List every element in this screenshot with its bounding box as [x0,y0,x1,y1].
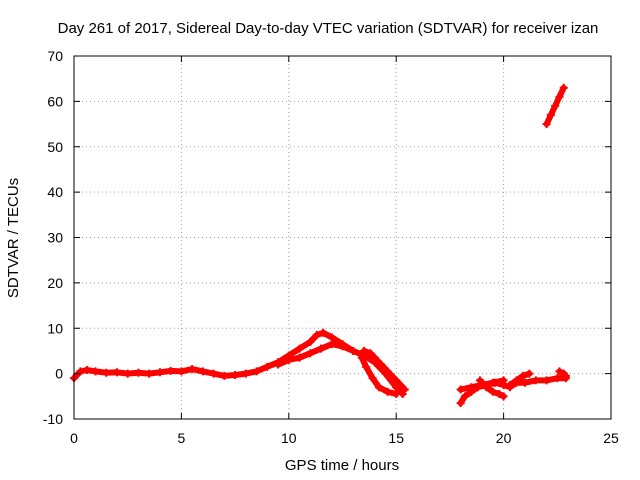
data-point [553,374,562,383]
data-point [263,362,272,371]
data-point [518,371,527,380]
grid [74,56,611,419]
data-point [327,333,336,342]
y-tick-label: 0 [55,366,63,382]
data-point [91,367,100,376]
data-point [220,371,229,380]
data-series-sdtvar [70,83,570,408]
data-point [231,370,240,379]
data-point [241,369,250,378]
data-point [123,369,132,378]
data-point [306,337,315,346]
data-point [546,110,555,119]
y-tick-labels: -10 0 10 20 30 40 50 60 70 [43,48,63,427]
data-point [112,368,121,377]
data-point [392,376,401,385]
data-point [145,369,154,378]
y-tick-label: 10 [47,320,63,336]
data-point [295,353,304,362]
y-tick-label: 70 [47,48,63,64]
data-point [166,366,175,375]
chart-title: Day 261 of 2017, Sidereal Day-to-day VTE… [58,20,599,37]
y-tick-label: 20 [47,275,63,291]
data-point [295,344,304,353]
data-point [499,376,508,385]
data-point [400,385,409,394]
data-point [499,392,508,401]
data-point [327,340,336,349]
x-tick-labels: 0 5 10 15 20 25 [70,430,619,446]
data-point [542,120,551,129]
data-point [555,367,564,376]
data-point [375,383,384,392]
data-point [559,83,568,92]
data-point [76,367,85,376]
data-point [456,399,465,408]
data-point [359,346,368,355]
x-tick-label: 10 [281,430,297,446]
data-point [370,353,379,362]
data-point [521,378,530,387]
data-point [531,376,540,385]
data-point [392,390,401,399]
data-point [525,369,534,378]
data-point [319,328,328,337]
data-point [510,378,519,387]
data-point [542,376,551,385]
x-tick-label: 15 [388,430,404,446]
data-point [488,387,497,396]
data-point [209,369,218,378]
x-axis-label: GPS time / hours [285,457,399,474]
y-tick-label: 60 [47,93,63,109]
data-point [102,368,111,377]
data-point [188,365,197,374]
data-point [377,360,386,369]
data-point [362,362,371,371]
data-point [366,349,375,358]
data-segment-0 [71,329,406,397]
x-tick-label: 0 [70,430,78,446]
data-point [475,376,484,385]
data-point [284,356,293,365]
data-point [467,383,476,392]
x-tick-label: 25 [603,430,619,446]
data-point [368,374,377,383]
data-point [317,344,326,353]
x-tick-label: 20 [496,430,512,446]
data-point [460,392,469,401]
data-point [555,92,564,101]
data-point [495,390,504,399]
data-point [306,349,315,358]
x-tick-label: 5 [178,430,186,446]
data-point [312,331,321,340]
data-point [338,342,347,351]
y-tick-label: 30 [47,230,63,246]
y-tick-label: -10 [43,411,63,427]
data-point [274,360,283,369]
y-tick-label: 40 [47,184,63,200]
y-axis-label: SDTVAR / TECUs [5,178,22,298]
data-point [561,371,570,380]
data-point [456,385,465,394]
data-point [383,387,392,396]
data-point [155,368,164,377]
data-point [482,383,491,392]
data-point [551,101,560,110]
data-point [357,353,366,362]
data-point [349,346,358,355]
axis-ticks [73,55,612,420]
data-point [488,378,497,387]
data-point [383,367,392,376]
data-point [198,367,207,376]
y-tick-label: 50 [47,139,63,155]
data-point [252,367,261,376]
data-point [82,365,91,374]
data-point [134,368,143,377]
data-point [177,367,186,376]
